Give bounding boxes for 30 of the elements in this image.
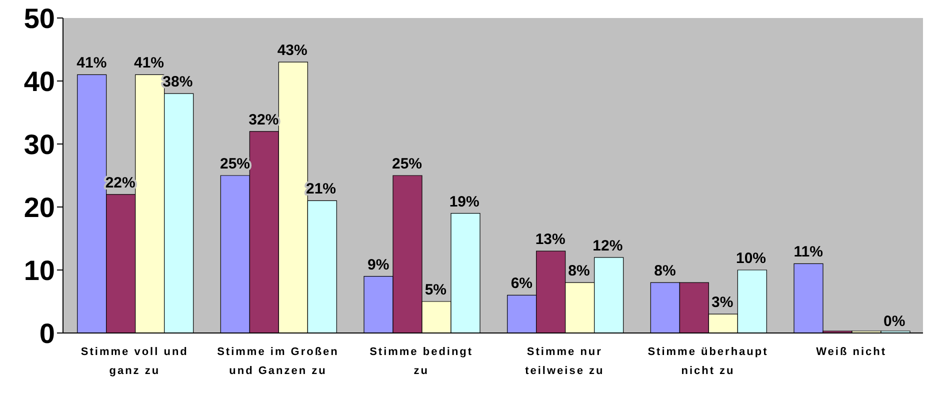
data-label: 9%	[367, 256, 390, 274]
y-tick-label: 30	[24, 128, 55, 160]
y-tick-label: 10	[24, 254, 55, 286]
y-tick-label: 40	[24, 66, 55, 97]
data-label: 12%	[592, 237, 623, 254]
x-tick-label: Weiß nicht	[816, 346, 887, 358]
data-label: 10%	[736, 250, 766, 267]
y-tick-label: 20	[24, 192, 55, 223]
x-tick-label: Stimme nur teilweise zu	[525, 346, 604, 377]
data-label: 11%	[794, 244, 823, 261]
data-label: 13%	[535, 231, 566, 248]
data-label: 5%	[424, 282, 447, 298]
data-label: 6%	[510, 275, 533, 292]
data-label: 0%	[883, 313, 906, 330]
x-tick-label: Stimme überhaupt nicht zu	[648, 346, 768, 377]
data-label: 19%	[449, 193, 480, 210]
x-tick-label: Stimme im Großen und Ganzen zu	[217, 346, 339, 377]
y-tick-label: 0	[39, 318, 55, 349]
data-label: 32%	[248, 111, 279, 128]
x-tick-label: Stimme bedingt zu	[370, 346, 474, 377]
data-label: 43%	[277, 42, 308, 60]
y-tick-label: 50	[24, 2, 55, 34]
data-label: 41%	[76, 54, 107, 72]
x-tick-label: Stimme voll und ganz zu	[80, 346, 188, 377]
data-label: 41%	[134, 54, 164, 72]
data-label: 3%	[711, 294, 734, 312]
data-label: 8%	[654, 262, 676, 280]
data-label: 25%	[392, 156, 422, 172]
data-label: 8%	[568, 262, 590, 280]
data-label: 25%	[220, 156, 250, 172]
